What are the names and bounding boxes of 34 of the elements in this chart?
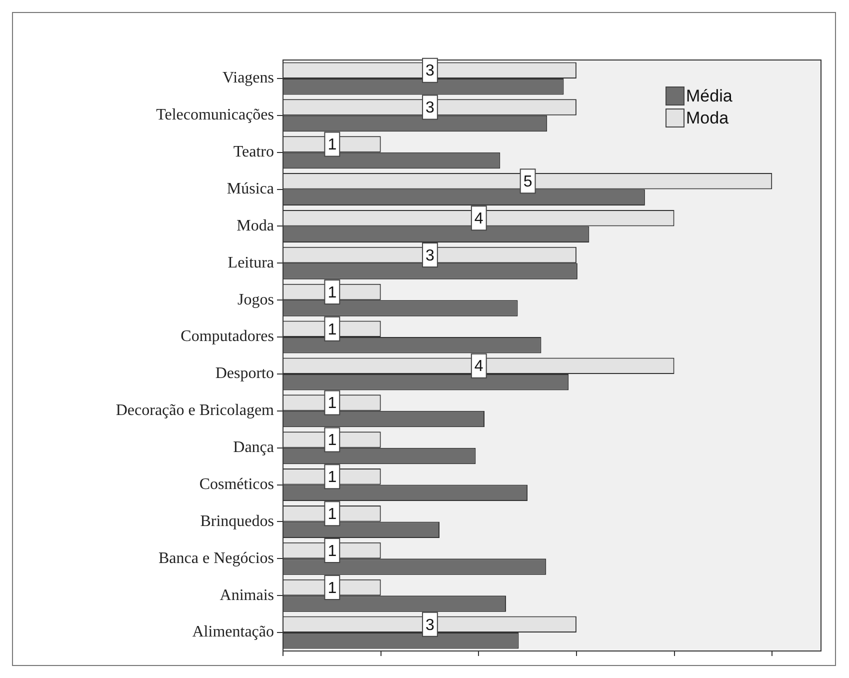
y-tick-label: Brinquedos (200, 512, 274, 530)
data-label: 1 (328, 432, 337, 450)
y-tick-label: Decoração e Bricolagem (116, 402, 275, 420)
data-label: 1 (328, 542, 337, 560)
data-label: 3 (426, 62, 435, 80)
y-tick-label: Dança (233, 439, 274, 456)
data-label: 3 (426, 100, 435, 117)
data-label: 1 (328, 506, 337, 523)
data-label: 1 (328, 580, 337, 597)
legend-label: Média (686, 86, 733, 106)
y-tick-label: Animais (220, 586, 274, 604)
data-label: 4 (474, 210, 484, 228)
data-label: 1 (328, 469, 337, 486)
data-label: 4 (474, 358, 484, 376)
data-label: 5 (523, 174, 532, 191)
y-tick-label: Telecomunicações (156, 106, 274, 124)
data-label: 3 (426, 247, 435, 264)
y-tick-label: Cosméticos (199, 476, 274, 493)
y-tick-label: Teatro (233, 144, 274, 161)
y-tick-label: Desporto (215, 365, 274, 382)
y-tick-label: Alimentação (192, 624, 274, 641)
y-tick-label: Jogos (238, 291, 274, 308)
y-tick-label: Música (226, 180, 274, 198)
data-label: 1 (328, 284, 337, 302)
data-label: 1 (328, 136, 337, 154)
y-tick-label: Viagens (222, 70, 274, 87)
data-label: 1 (328, 321, 337, 338)
y-tick-label: Moda (236, 217, 274, 234)
y-tick-label: Computadores (180, 328, 274, 346)
y-tick-label: Leitura (228, 254, 274, 272)
legend-label: Moda (686, 108, 730, 128)
data-label: 1 (328, 395, 337, 412)
y-tick-label: Banca e Negócios (158, 550, 274, 567)
data-label: 3 (426, 616, 435, 634)
